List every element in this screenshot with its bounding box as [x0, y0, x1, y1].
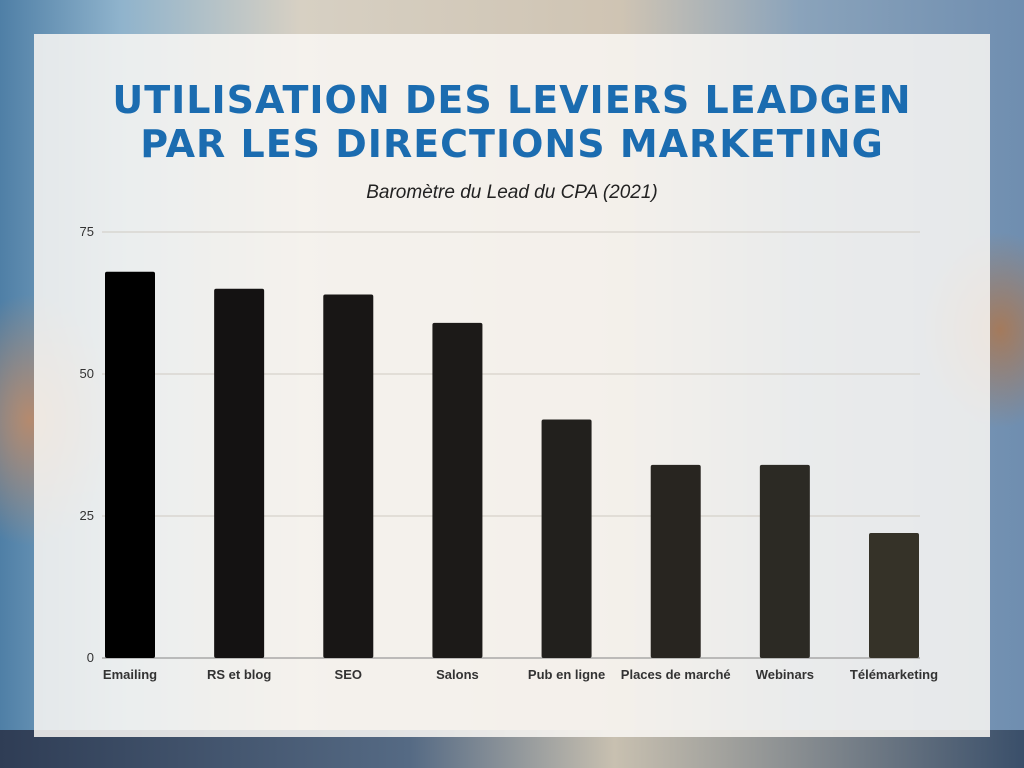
- chart-panel: [34, 34, 990, 737]
- bar: [869, 533, 919, 658]
- bar: [759, 464, 810, 658]
- y-tick-label: 75: [80, 224, 94, 239]
- x-tick-label: Emailing: [103, 667, 157, 682]
- y-axis-ticks: 0 25 50 75: [80, 224, 94, 665]
- chart-subtitle: Baromètre du Lead du CPA (2021): [366, 182, 658, 203]
- x-tick-label: RS et blog: [207, 667, 271, 682]
- x-tick-label: Places de marché: [621, 667, 731, 682]
- x-tick-label: Webinars: [756, 667, 814, 682]
- bar: [323, 294, 374, 658]
- x-tick-label: Salons: [436, 667, 479, 682]
- x-tick-label: SEO: [335, 667, 362, 682]
- x-tick-label: Pub en ligne: [528, 667, 605, 682]
- x-tick-label: Télémarketing: [850, 667, 938, 682]
- bar: [541, 419, 592, 658]
- y-tick-label: 50: [80, 366, 94, 381]
- bar: [214, 288, 265, 658]
- bar: [105, 271, 155, 658]
- y-tick-label: 25: [80, 508, 94, 523]
- chart-title: UTILISATION DES LEVIERS LEADGEN PAR LES …: [34, 78, 990, 166]
- bars: [105, 271, 919, 658]
- chart-title-line-2: PAR LES DIRECTIONS MARKETING: [140, 122, 884, 166]
- bar: [650, 464, 701, 658]
- bar: [432, 322, 483, 658]
- y-tick-label: 0: [87, 650, 94, 665]
- chart-title-line-1: UTILISATION DES LEVIERS LEADGEN: [112, 78, 912, 122]
- x-axis-labels: Emailing RS et blog SEO Salons Pub en ligne P…: [103, 667, 938, 682]
